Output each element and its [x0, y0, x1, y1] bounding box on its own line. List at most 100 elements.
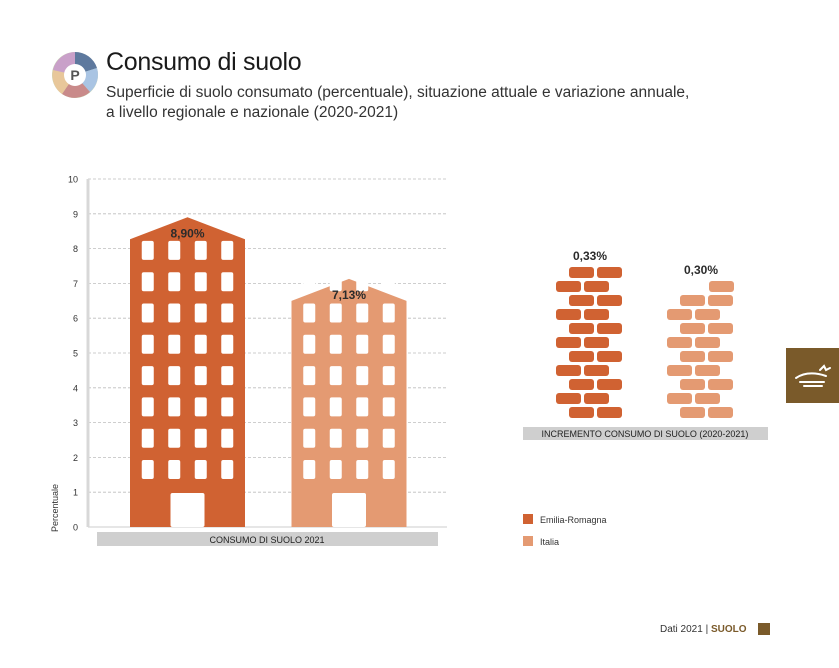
- window: [329, 334, 342, 354]
- brick: [584, 281, 609, 292]
- window: [303, 397, 316, 417]
- window: [168, 366, 181, 386]
- brick: [556, 393, 581, 404]
- brick: [556, 337, 581, 348]
- y-tick-label: 5: [73, 349, 78, 359]
- window: [168, 334, 181, 354]
- data-label: 7,13%: [332, 288, 366, 302]
- page-subtitle-line2: a livello regionale e nazionale (2020-20…: [106, 104, 399, 121]
- x-axis-band-incremento: [523, 427, 768, 440]
- brick: [680, 295, 705, 306]
- window: [168, 397, 181, 417]
- window: [382, 303, 395, 323]
- y-tick-label: 4: [73, 383, 78, 393]
- window: [221, 334, 234, 354]
- window: [303, 366, 316, 386]
- window: [382, 460, 395, 479]
- data-label: 0,33%: [573, 249, 607, 263]
- brick: [584, 393, 609, 404]
- window: [194, 460, 207, 479]
- bar-building-italia: 7,13%: [291, 272, 407, 527]
- bar-bricks-emilia-romagna: 0,33%: [556, 249, 622, 418]
- y-tick-label: 9: [73, 209, 78, 219]
- legend-swatch: [523, 514, 533, 524]
- soil-icon: [795, 364, 831, 387]
- window: [382, 366, 395, 386]
- logo: P: [50, 50, 100, 100]
- brick: [708, 323, 733, 334]
- brick: [708, 407, 733, 418]
- window: [141, 303, 154, 323]
- brick: [584, 309, 609, 320]
- window: [194, 397, 207, 417]
- window: [141, 240, 154, 260]
- window: [356, 334, 369, 354]
- brick: [667, 365, 692, 376]
- window: [382, 334, 395, 354]
- bar-building-emilia-romagna: 8,90%: [130, 217, 245, 527]
- legend-label: Italia: [540, 537, 559, 547]
- y-tick-label: 1: [73, 488, 78, 498]
- data-label: 0,30%: [684, 263, 718, 277]
- window: [221, 428, 234, 448]
- brick: [667, 337, 692, 348]
- brick: [556, 309, 581, 320]
- brick: [709, 281, 734, 292]
- y-tick-label: 10: [68, 175, 78, 185]
- window: [303, 460, 316, 479]
- bar: [130, 217, 245, 527]
- footer: Dati 2021 | SUOLO: [660, 624, 747, 635]
- window: [194, 366, 207, 386]
- brick: [556, 281, 581, 292]
- legend-swatch: [523, 536, 533, 546]
- brick: [708, 351, 733, 362]
- brick: [708, 295, 733, 306]
- section-tab-suolo[interactable]: [786, 348, 839, 403]
- window: [221, 366, 234, 386]
- window: [141, 334, 154, 354]
- brick: [695, 393, 720, 404]
- brick: [597, 267, 622, 278]
- x-axis-label-incremento: INCREMENTO CONSUMO DI SUOLO (2020-2021): [542, 429, 749, 439]
- window: [303, 272, 316, 292]
- window: [168, 460, 181, 479]
- window: [329, 272, 342, 292]
- brick: [680, 323, 705, 334]
- bar-bricks-italia: 0,30%: [667, 263, 734, 418]
- window: [356, 397, 369, 417]
- brick: [695, 309, 720, 320]
- footer-text: Dati 2021 |: [660, 624, 709, 635]
- y-tick-label: 0: [73, 523, 78, 533]
- brick: [569, 295, 594, 306]
- window: [141, 460, 154, 479]
- page-title: Consumo di suolo: [106, 48, 302, 76]
- window: [329, 397, 342, 417]
- brick: [667, 309, 692, 320]
- window: [168, 240, 181, 260]
- brick: [695, 337, 720, 348]
- logo-letter: P: [70, 67, 79, 83]
- brick: [680, 379, 705, 390]
- window: [194, 334, 207, 354]
- window: [194, 272, 207, 292]
- brick: [597, 407, 622, 418]
- brick: [680, 351, 705, 362]
- window: [329, 366, 342, 386]
- x-axis-band: [97, 532, 438, 546]
- window: [382, 428, 395, 448]
- y-tick-label: 8: [73, 244, 78, 254]
- brick: [569, 379, 594, 390]
- x-axis-label: CONSUMO DI SUOLO 2021: [209, 535, 324, 545]
- brick: [584, 365, 609, 376]
- footer-section: SUOLO: [710, 624, 747, 635]
- window: [329, 303, 342, 323]
- brick: [708, 379, 733, 390]
- window: [141, 428, 154, 448]
- brick: [556, 365, 581, 376]
- brick: [584, 337, 609, 348]
- y-tick-label: 3: [73, 418, 78, 428]
- window: [194, 303, 207, 323]
- window: [356, 272, 369, 292]
- y-tick-label: 6: [73, 314, 78, 324]
- brick: [597, 295, 622, 306]
